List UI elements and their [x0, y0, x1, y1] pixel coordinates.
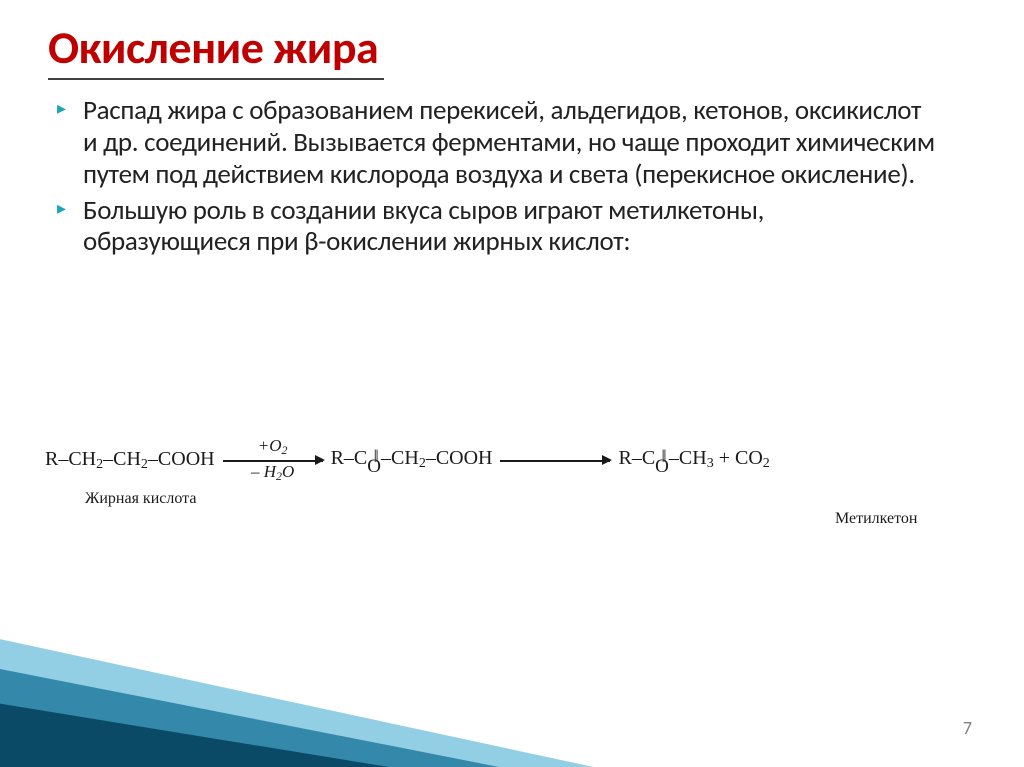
- slide: Окисление жира Распад жира с образование…: [0, 0, 1024, 767]
- reaction-formula: R–CH2–CH2–COOH +O2 – H2O R–CǁO–CH2–COOH …: [45, 440, 985, 480]
- page-number: 7: [963, 717, 972, 739]
- bullet-text: Большую роль в создании вкуса сыров игра…: [83, 194, 764, 259]
- reaction-arrow-1: +O2 – H2O: [223, 440, 323, 480]
- corner-decoration: [0, 597, 640, 767]
- reagent-1: R–CH2–CH2–COOH: [45, 448, 215, 473]
- slide-body: Распад жира с образованием перекисей, ал…: [55, 95, 935, 262]
- bullet-text: Распад жира с образованием перекисей, ал…: [83, 94, 935, 191]
- reaction-arrow-2: [500, 440, 610, 480]
- slide-title: Окисление жира: [48, 20, 384, 80]
- reagent-3-label: Метилкетон: [835, 510, 917, 528]
- bullet-item: Большую роль в создании вкуса сыров игра…: [55, 195, 935, 259]
- arrow-top-label: +O2: [223, 436, 323, 458]
- reagent-2: R–CǁO–CH2–COOH: [331, 447, 493, 472]
- bullet-item: Распад жира с образованием перекисей, ал…: [55, 95, 935, 191]
- reagent-1-label: Жирная кислота: [85, 490, 196, 508]
- reagent-3: R–CǁO–CH3 + CO2: [618, 447, 769, 472]
- arrow-bottom-label: – H2O: [223, 462, 323, 484]
